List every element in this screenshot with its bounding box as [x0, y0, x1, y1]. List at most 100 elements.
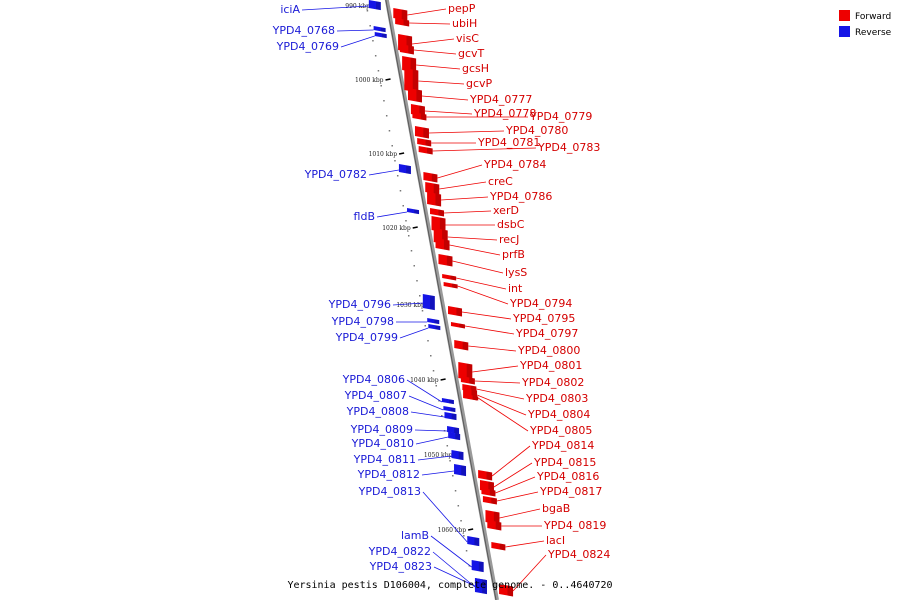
YPD4_0806-gene[interactable]: [441, 398, 454, 405]
YPD4_0816-gene[interactable]: [481, 488, 496, 497]
prfB-gene[interactable]: [435, 238, 450, 251]
gene-label-YPD4_0768[interactable]: YPD4_0768: [272, 24, 335, 37]
gene-label-lacI[interactable]: lacI: [546, 534, 565, 547]
lamB-gene[interactable]: [471, 560, 484, 573]
ubiH-gene[interactable]: [395, 18, 410, 27]
gene-label-YPD4_0814[interactable]: YPD4_0814: [531, 439, 594, 452]
gene-label-creC[interactable]: creC: [488, 175, 513, 188]
YPD4_0797-gene[interactable]: [450, 322, 465, 329]
gene-label-lysS[interactable]: lysS: [505, 266, 527, 279]
int-gene[interactable]: [442, 274, 457, 281]
gene-label-YPD4_0824[interactable]: YPD4_0824: [547, 548, 610, 561]
gene-label-YPD4_0813[interactable]: YPD4_0813: [358, 485, 421, 498]
gene-label-YPD4_0784[interactable]: YPD4_0784: [483, 158, 546, 171]
gcvP-gene[interactable]: [404, 68, 419, 93]
YPD4_0802-gene[interactable]: [460, 376, 475, 385]
YPD4_0800-gene[interactable]: [454, 340, 469, 351]
gene-label-YPD4_0796[interactable]: YPD4_0796: [328, 298, 391, 311]
gene-label-gcvP[interactable]: gcvP: [466, 77, 493, 90]
YPD4_0811-gene[interactable]: [451, 450, 464, 461]
gene-label-YPD4_0819[interactable]: YPD4_0819: [543, 519, 606, 532]
YPD4_0786-gene[interactable]: [427, 192, 442, 207]
lysS-gene[interactable]: [438, 254, 453, 267]
gene-label-int[interactable]: int: [508, 282, 523, 295]
gene-label-YPD4_0786[interactable]: YPD4_0786: [489, 190, 552, 203]
YPD4_0809-gene[interactable]: [447, 426, 460, 435]
YPD4_0779-gene[interactable]: [412, 112, 427, 121]
gene-label-recJ[interactable]: recJ: [499, 233, 519, 246]
gene-label-YPD4_0811[interactable]: YPD4_0811: [353, 453, 416, 466]
YPD4_0784-gene[interactable]: [423, 172, 438, 183]
xerD-gene[interactable]: [430, 208, 445, 217]
gene-label-YPD4_0769[interactable]: YPD4_0769: [276, 40, 339, 53]
YPD4_0823-gene[interactable]: [474, 578, 487, 593]
gene-label-YPD4_0809[interactable]: YPD4_0809: [350, 423, 413, 436]
gene-label-YPD4_0800[interactable]: YPD4_0800: [517, 344, 580, 357]
gene-label-YPD4_0822[interactable]: YPD4_0822: [368, 545, 431, 558]
gene-label-YPD4_0794[interactable]: YPD4_0794: [509, 297, 572, 310]
gene-label-YPD4_0795[interactable]: YPD4_0795: [512, 312, 575, 325]
gene-label-YPD4_0777[interactable]: YPD4_0777: [469, 93, 532, 106]
gene-label-YPD4_0798[interactable]: YPD4_0798: [331, 315, 394, 328]
gene-label-dsbC[interactable]: dsbC: [497, 218, 525, 231]
YPD4_0768-gene[interactable]: [373, 26, 386, 33]
gene-label-visC[interactable]: visC: [456, 32, 479, 45]
gene-label-prfB[interactable]: prfB: [502, 248, 525, 261]
YPD4_0810-gene[interactable]: [448, 432, 461, 441]
YPD4_0813-gene[interactable]: [467, 536, 480, 547]
gene-label-pepP[interactable]: pepP: [448, 2, 476, 15]
gene-label-YPD4_0815[interactable]: YPD4_0815: [533, 456, 596, 469]
YPD4_0817-gene[interactable]: [482, 496, 497, 505]
gene-label-xerD[interactable]: xerD: [493, 204, 519, 217]
gene-label-lamB[interactable]: lamB: [401, 529, 429, 542]
iciA-gene[interactable]: [368, 0, 381, 11]
gene-label-bgaB[interactable]: bgaB: [542, 502, 570, 515]
YPD4_0782-gene[interactable]: [398, 164, 411, 175]
gene-label-YPD4_0780[interactable]: YPD4_0780: [505, 124, 568, 137]
gcvT-gene[interactable]: [399, 44, 414, 55]
gene-label-YPD4_0806[interactable]: YPD4_0806: [342, 373, 405, 386]
YPD4_0801-gene[interactable]: [458, 362, 473, 381]
gene-label-YPD4_0804[interactable]: YPD4_0804: [527, 408, 590, 421]
YPD4_0814-gene[interactable]: [478, 470, 493, 481]
YPD4_0783-gene[interactable]: [418, 146, 433, 155]
YPD4_0807-gene[interactable]: [443, 406, 456, 413]
gene-label-YPD4_0810[interactable]: YPD4_0810: [351, 437, 414, 450]
gene-label-YPD4_0778[interactable]: YPD4_0778: [473, 107, 536, 120]
gene-label-YPD4_0816[interactable]: YPD4_0816: [536, 470, 599, 483]
gene-label-YPD4_0783[interactable]: YPD4_0783: [537, 141, 600, 154]
gene-label-fldB[interactable]: fldB: [354, 210, 375, 223]
pepP-gene[interactable]: [393, 8, 408, 21]
YPD4_0796-gene[interactable]: [422, 294, 435, 311]
gene-label-YPD4_0803[interactable]: YPD4_0803: [525, 392, 588, 405]
YPD4_0780-gene[interactable]: [414, 126, 429, 139]
gene-label-YPD4_0799[interactable]: YPD4_0799: [335, 331, 398, 344]
lacI-gene[interactable]: [491, 542, 506, 551]
gene-label-YPD4_0797[interactable]: YPD4_0797: [515, 327, 578, 340]
YPD4_0808-gene[interactable]: [444, 412, 457, 421]
YPD4_0781-gene[interactable]: [417, 138, 432, 147]
gene-label-YPD4_0802[interactable]: YPD4_0802: [521, 376, 584, 389]
YPD4_0799-gene[interactable]: [428, 324, 441, 331]
gene-label-YPD4_0807[interactable]: YPD4_0807: [344, 389, 407, 402]
YPD4_0798-gene[interactable]: [427, 318, 440, 325]
gene-label-YPD4_0817[interactable]: YPD4_0817: [539, 485, 602, 498]
YPD4_0824-gene[interactable]: [499, 584, 514, 597]
gene-label-YPD4_0812[interactable]: YPD4_0812: [357, 468, 420, 481]
gene-label-YPD4_0823[interactable]: YPD4_0823: [369, 560, 432, 573]
YPD4_0812-gene[interactable]: [454, 464, 467, 477]
gene-label-YPD4_0805[interactable]: YPD4_0805: [529, 424, 592, 437]
YPD4_0794-gene[interactable]: [443, 282, 458, 289]
gene-label-ubiH[interactable]: ubiH: [452, 17, 477, 30]
YPD4_0769-gene[interactable]: [374, 32, 387, 39]
YPD4_0777-gene[interactable]: [407, 88, 422, 103]
YPD4_0805-gene[interactable]: [464, 394, 479, 401]
gene-label-gcsH[interactable]: gcsH: [462, 62, 489, 75]
fldB-gene[interactable]: [407, 208, 420, 215]
gene-label-gcvT[interactable]: gcvT: [458, 47, 485, 60]
gene-label-YPD4_0782[interactable]: YPD4_0782: [304, 168, 367, 181]
gene-label-YPD4_0781[interactable]: YPD4_0781: [477, 136, 540, 149]
gene-label-iciA[interactable]: iciA: [280, 3, 300, 16]
gene-label-YPD4_0801[interactable]: YPD4_0801: [519, 359, 582, 372]
YPD4_0795-gene[interactable]: [448, 306, 463, 317]
